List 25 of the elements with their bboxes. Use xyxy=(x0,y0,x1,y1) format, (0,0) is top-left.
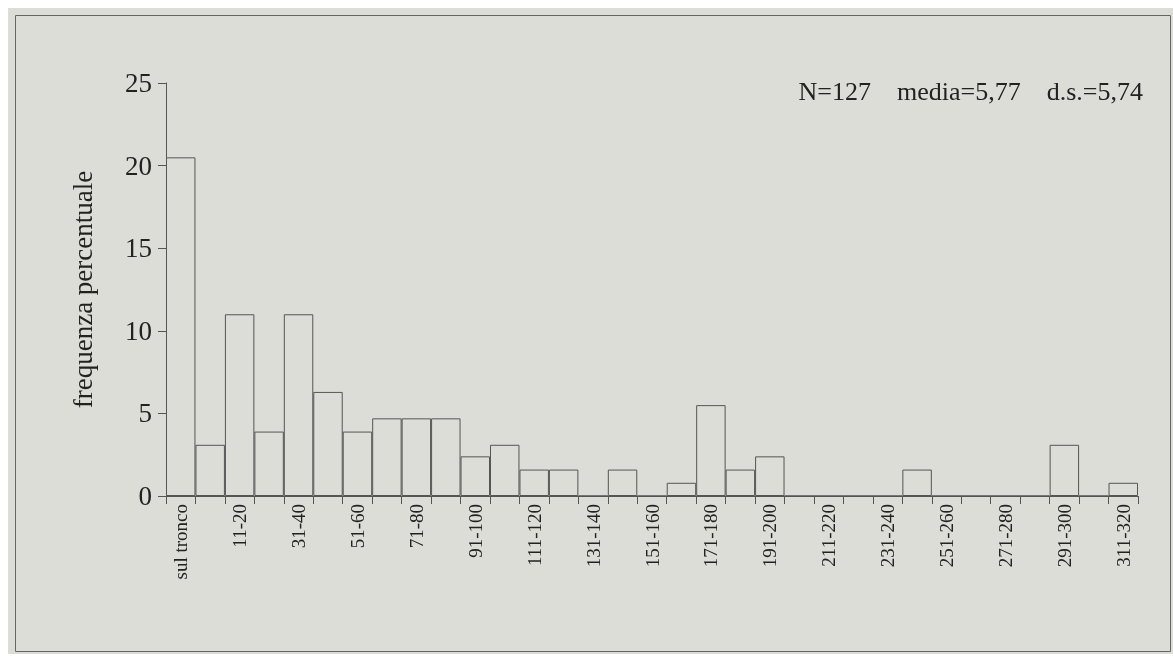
x-tick-label: 111-120 xyxy=(523,504,545,566)
x-tick-label: 51-60 xyxy=(346,504,368,549)
x-tick-label: 171-180 xyxy=(700,504,722,568)
x-tick-label: 191-200 xyxy=(759,504,781,568)
y-tick-label: 5 xyxy=(138,398,152,429)
x-tick-label: 211-220 xyxy=(818,504,840,567)
y-tick-label: 15 xyxy=(125,233,152,264)
x-tick-label: 151-160 xyxy=(641,504,663,568)
x-tick-label: 11-20 xyxy=(229,504,251,548)
annotation: N=127 media=5,77 d.s.=5,74 xyxy=(798,76,1144,106)
x-tick-label: 71-80 xyxy=(405,504,427,549)
y-tick-label: 25 xyxy=(125,68,152,98)
x-tick-label: 231-240 xyxy=(877,504,899,568)
y-tick-label: 10 xyxy=(125,315,152,346)
y-tick-label: 0 xyxy=(138,481,152,511)
x-tick-label: 291-300 xyxy=(1053,504,1075,568)
x-tick-label: 131-140 xyxy=(582,504,604,568)
y-axis-title: frequenza percentuale xyxy=(67,170,98,409)
x-tick-label: 91-100 xyxy=(464,504,486,558)
x-tick-label: 311-320 xyxy=(1112,504,1134,567)
y-tick-label: 20 xyxy=(125,150,152,181)
x-tick-label: 271-280 xyxy=(994,504,1016,568)
x-tick-label: sul tronco xyxy=(170,504,192,580)
x-tick-label: 31-40 xyxy=(288,504,310,549)
x-tick-label: 251-260 xyxy=(936,504,958,568)
